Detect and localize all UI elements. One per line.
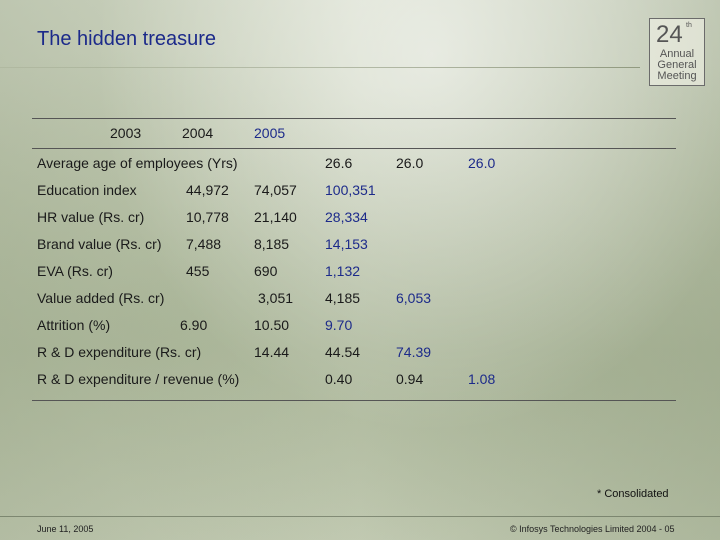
row-value-2005: 6,053 bbox=[396, 290, 432, 306]
row-value-2005: 1.08 bbox=[468, 371, 496, 387]
row-value-2003: 0.40 bbox=[325, 371, 353, 387]
header-2003: 2003 bbox=[110, 125, 142, 141]
row-value-2003: 44,972 bbox=[186, 182, 229, 198]
agm-badge-logo: 24 th Annual General Meeting bbox=[649, 18, 705, 86]
row-value-2003: 3,051 bbox=[258, 290, 294, 306]
row-value-2005: 9.70 bbox=[325, 317, 353, 333]
table-header-rule bbox=[32, 148, 676, 149]
badge-reflection bbox=[649, 88, 705, 102]
row-value-2005: 28,334 bbox=[325, 209, 368, 225]
badge-number: 24 bbox=[656, 21, 683, 48]
row-label: Attrition (%) bbox=[37, 317, 111, 333]
row-value-2005: 26.0 bbox=[468, 155, 496, 171]
row-value-2004: 8,185 bbox=[254, 236, 290, 252]
badge-line-meeting: Meeting bbox=[657, 70, 697, 82]
row-value-2004: 74,057 bbox=[254, 182, 297, 198]
title-divider bbox=[0, 67, 640, 68]
row-label: Average age of employees (Yrs) bbox=[37, 155, 238, 171]
row-label: R & D expenditure (Rs. cr) bbox=[37, 344, 202, 360]
footer-rule bbox=[0, 516, 720, 517]
row-value-2005: 1,132 bbox=[325, 263, 361, 279]
row-label: Brand value (Rs. cr) bbox=[37, 236, 162, 252]
row-label: HR value (Rs. cr) bbox=[37, 209, 145, 225]
row-label: EVA (Rs. cr) bbox=[37, 263, 113, 279]
row-label: R & D expenditure / revenue (%) bbox=[37, 371, 240, 387]
row-value-2005: 14,153 bbox=[325, 236, 368, 252]
table-bottom-rule bbox=[32, 400, 676, 401]
row-label: Education index bbox=[37, 182, 137, 198]
header-2005: 2005 bbox=[254, 125, 286, 141]
row-value-2005: 100,351 bbox=[325, 182, 376, 198]
row-value-2004: 44.54 bbox=[325, 344, 361, 360]
row-value-2003: 10,778 bbox=[186, 209, 229, 225]
footer-date: June 11, 2005 bbox=[37, 524, 94, 534]
row-value-2004: 4,185 bbox=[325, 290, 361, 306]
slide-title: The hidden treasure bbox=[37, 28, 217, 50]
row-value-2003: 7,488 bbox=[186, 236, 222, 252]
header-2004: 2004 bbox=[182, 125, 214, 141]
consolidated-note: * Consolidated bbox=[597, 488, 669, 500]
badge-suffix: th bbox=[686, 22, 692, 29]
row-value-2003: 26.6 bbox=[325, 155, 353, 171]
row-value-2004: 10.50 bbox=[254, 317, 290, 333]
badge-line-annual: Annual bbox=[659, 48, 695, 60]
row-value-2003: 6.90 bbox=[180, 317, 208, 333]
row-value-2004: 21,140 bbox=[254, 209, 297, 225]
row-label: Value added (Rs. cr) bbox=[37, 290, 165, 306]
table-top-rule bbox=[32, 118, 676, 119]
footer-copyright: © Infosys Technologies Limited 2004 - 05 bbox=[510, 524, 675, 534]
row-value-2004: 26.0 bbox=[396, 155, 424, 171]
row-value-2005: 74.39 bbox=[396, 344, 432, 360]
badge-line-general: General bbox=[657, 59, 697, 71]
row-value-2004: 690 bbox=[254, 263, 278, 279]
row-value-2003: 455 bbox=[186, 263, 210, 279]
row-value-2003: 14.44 bbox=[254, 344, 290, 360]
row-value-2004: 0.94 bbox=[396, 371, 424, 387]
